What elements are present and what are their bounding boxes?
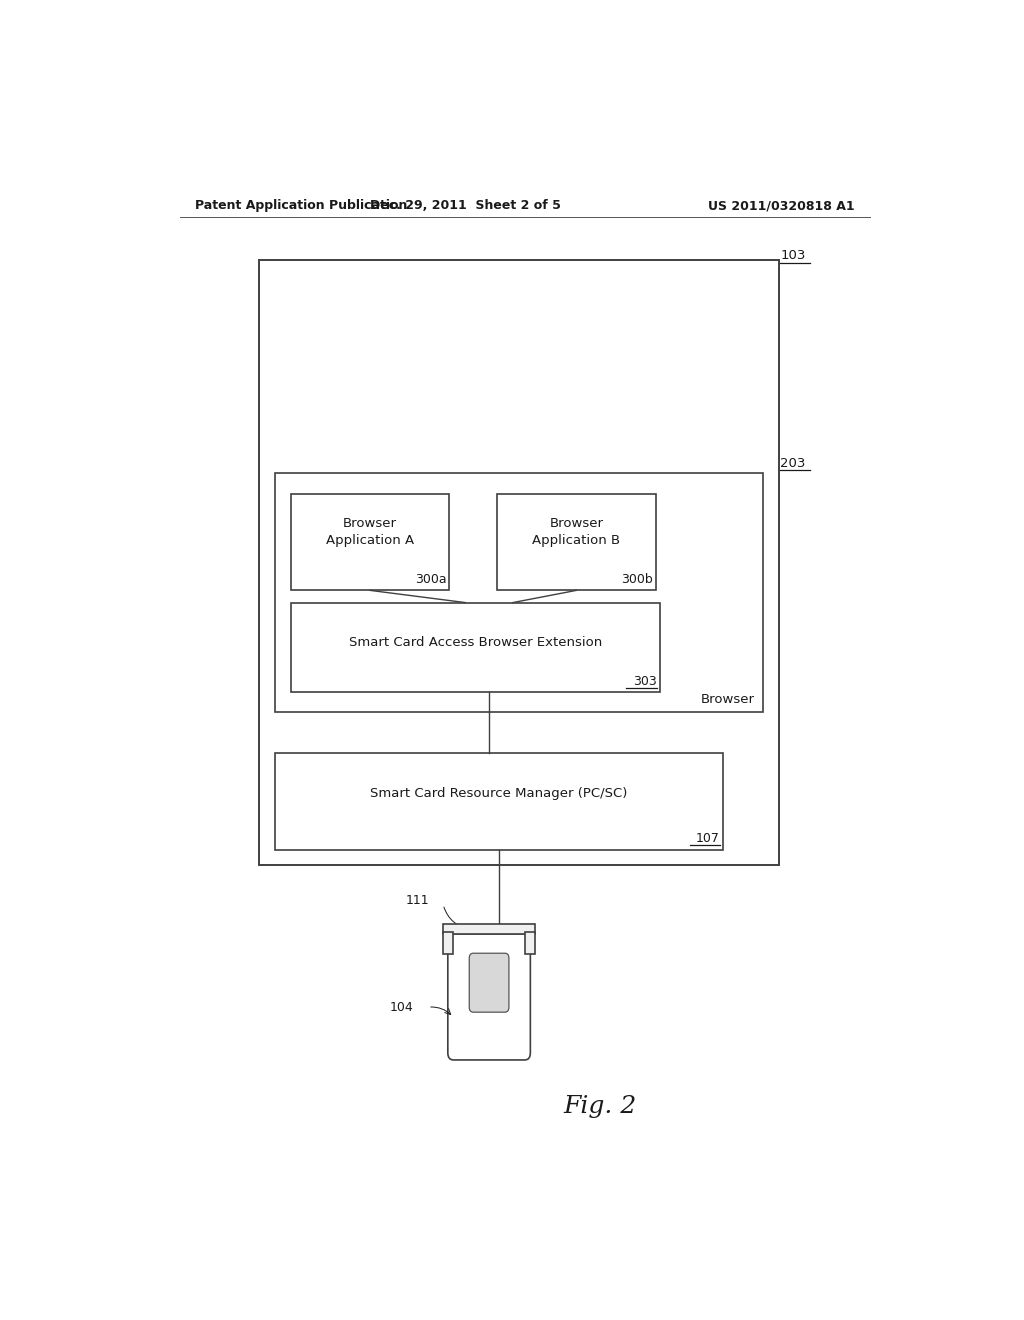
Text: Browser: Browser — [701, 693, 755, 706]
Bar — [274, 474, 763, 713]
Text: 203: 203 — [780, 458, 806, 470]
Bar — [291, 494, 450, 590]
Text: 303: 303 — [633, 675, 656, 688]
Bar — [259, 260, 778, 865]
Text: US 2011/0320818 A1: US 2011/0320818 A1 — [708, 199, 854, 213]
Bar — [525, 932, 535, 954]
FancyBboxPatch shape — [469, 953, 509, 1012]
Text: Smart Card Access Browser Extension: Smart Card Access Browser Extension — [348, 636, 602, 648]
Bar — [291, 602, 659, 692]
Bar — [443, 932, 453, 954]
Text: 300b: 300b — [621, 573, 652, 586]
Text: Fig. 2: Fig. 2 — [563, 1096, 637, 1118]
Bar — [443, 924, 535, 935]
Text: 111: 111 — [406, 894, 430, 907]
Text: Browser
Application A: Browser Application A — [326, 517, 414, 546]
Text: 107: 107 — [696, 833, 720, 846]
Bar — [497, 494, 655, 590]
Text: Browser
Application B: Browser Application B — [532, 517, 621, 546]
FancyBboxPatch shape — [447, 935, 530, 1060]
Text: Dec. 29, 2011  Sheet 2 of 5: Dec. 29, 2011 Sheet 2 of 5 — [370, 199, 561, 213]
Text: 300a: 300a — [415, 573, 446, 586]
Text: Patent Application Publication: Patent Application Publication — [196, 199, 408, 213]
Text: 103: 103 — [780, 249, 806, 263]
Text: Smart Card Resource Manager (PC/SC): Smart Card Resource Manager (PC/SC) — [371, 787, 628, 800]
Text: 104: 104 — [390, 1001, 414, 1014]
Bar — [274, 752, 723, 850]
